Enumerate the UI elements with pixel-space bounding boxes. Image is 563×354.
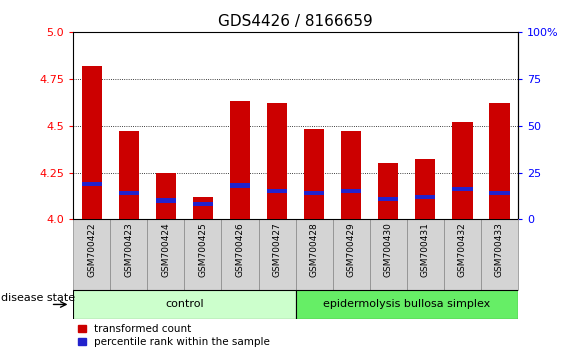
Bar (378, 196, 399, 201)
Bar (444, 219, 481, 290)
Bar (304, 191, 324, 195)
Bar (258, 219, 296, 290)
Bar (296, 219, 333, 290)
Bar (82, 65, 102, 219)
Bar (230, 101, 250, 219)
Bar (267, 189, 287, 193)
Bar (481, 219, 518, 290)
Text: disease state: disease state (1, 293, 75, 303)
Bar (296, 290, 518, 319)
Bar (155, 173, 176, 219)
Text: GSM700432: GSM700432 (458, 222, 467, 277)
Bar (185, 219, 221, 290)
Text: epidermolysis bullosa simplex: epidermolysis bullosa simplex (323, 299, 490, 309)
Bar (341, 131, 361, 219)
Text: GSM700428: GSM700428 (310, 222, 319, 277)
Bar (148, 219, 185, 290)
Bar (230, 183, 250, 188)
Bar (221, 219, 258, 290)
Bar (333, 219, 370, 290)
Text: GSM700426: GSM700426 (235, 222, 244, 277)
Text: GSM700427: GSM700427 (272, 222, 282, 277)
Text: GSM700433: GSM700433 (495, 222, 504, 277)
Bar (73, 290, 296, 319)
Bar (415, 195, 436, 199)
Bar (110, 219, 148, 290)
Legend: transformed count, percentile rank within the sample: transformed count, percentile rank withi… (78, 324, 270, 347)
Text: GSM700430: GSM700430 (384, 222, 393, 277)
Bar (155, 199, 176, 202)
Bar (267, 103, 287, 219)
Bar (73, 219, 110, 290)
Text: GSM700429: GSM700429 (347, 222, 356, 277)
Text: GSM700423: GSM700423 (124, 222, 133, 277)
Bar (406, 219, 444, 290)
Bar (193, 202, 213, 206)
Bar (304, 130, 324, 219)
Bar (489, 103, 510, 219)
Title: GDS4426 / 8166659: GDS4426 / 8166659 (218, 14, 373, 29)
Text: GSM700431: GSM700431 (421, 222, 430, 277)
Bar (82, 182, 102, 186)
Bar (119, 191, 139, 195)
Text: GSM700422: GSM700422 (87, 222, 96, 277)
Bar (370, 219, 406, 290)
Bar (452, 187, 472, 191)
Text: GSM700424: GSM700424 (162, 222, 171, 277)
Bar (378, 163, 399, 219)
Bar (119, 131, 139, 219)
Bar (193, 197, 213, 219)
Bar (489, 191, 510, 195)
Text: GSM700425: GSM700425 (198, 222, 207, 277)
Bar (415, 159, 436, 219)
Bar (452, 122, 472, 219)
Text: control: control (165, 299, 204, 309)
Bar (341, 189, 361, 193)
